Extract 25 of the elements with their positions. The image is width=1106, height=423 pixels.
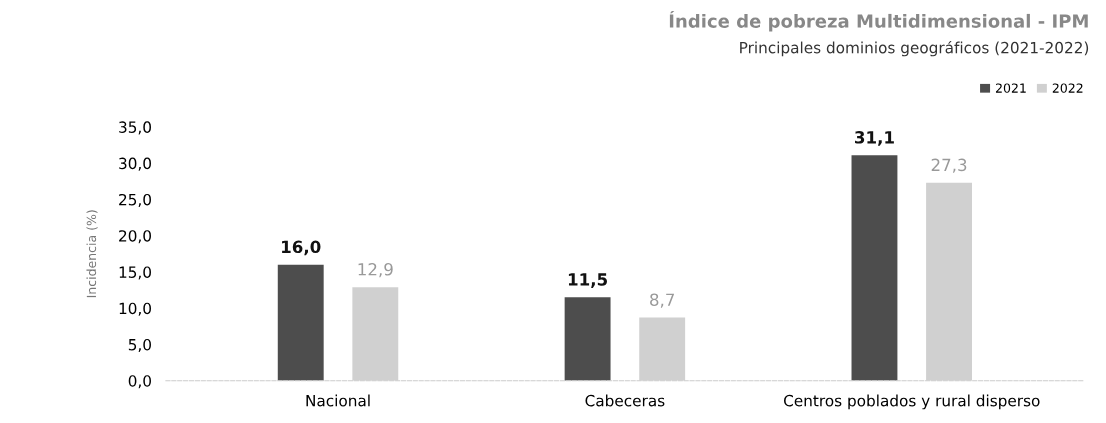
data-label: 27,3 <box>931 158 967 173</box>
bar <box>564 297 611 381</box>
y-tick-label: 0,0 <box>128 375 151 389</box>
bar <box>851 155 898 381</box>
data-label: 8,7 <box>650 293 675 308</box>
y-tick-label: 30,0 <box>119 157 151 171</box>
y-axis-title: Incidencia (%) <box>86 210 98 298</box>
data-label: 31,1 <box>855 131 894 146</box>
legend-label: 2021 <box>995 83 1026 93</box>
x-tick-label: Cabeceras <box>585 394 665 407</box>
data-label: 11,5 <box>568 273 607 288</box>
chart-title: Índice de pobreza Multidimensional - IPM <box>669 10 1088 32</box>
y-tick-label: 10,0 <box>119 302 151 316</box>
data-label: 12,9 <box>358 262 393 278</box>
y-tick-label: 20,0 <box>119 230 151 244</box>
y-tick-label: 35,0 <box>119 121 151 135</box>
bar <box>277 264 324 381</box>
y-tick-label: 25,0 <box>119 193 151 207</box>
y-tick-label: 15,0 <box>119 266 151 280</box>
x-tick-label: Centros poblados y rural disperso <box>783 394 1040 410</box>
x-tick-label: Nacional <box>306 394 370 407</box>
data-label: 16,0 <box>282 240 321 256</box>
chart-subtitle: Principales dominios geográficos (2021-2022) <box>740 40 1089 57</box>
y-tick-label: 5,0 <box>128 338 151 353</box>
legend-label: 2022 <box>1052 83 1083 93</box>
